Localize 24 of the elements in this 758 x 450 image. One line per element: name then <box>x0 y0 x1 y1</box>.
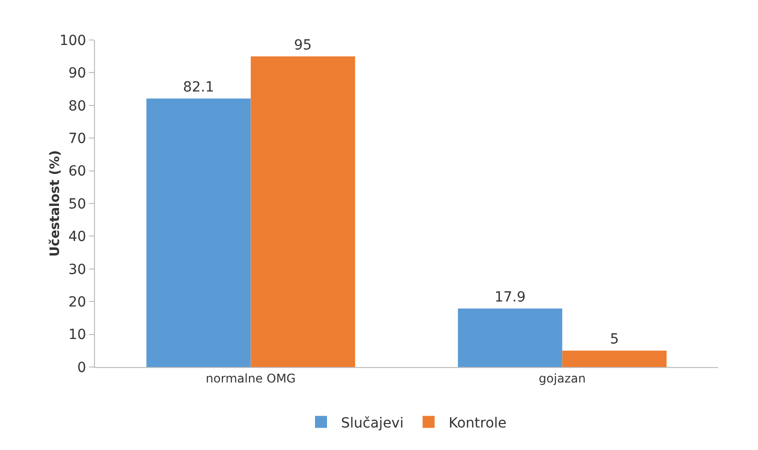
bar <box>146 98 251 367</box>
data-label: 5 <box>610 332 619 348</box>
data-label: 95 <box>294 37 312 54</box>
y-tick-label: 90 <box>68 66 86 82</box>
legend-label: Slučajevi <box>341 415 404 432</box>
bar <box>458 308 562 367</box>
y-tick-label: 80 <box>68 98 86 114</box>
bar <box>562 350 667 367</box>
y-axis-title: Učestalost (%) <box>48 150 63 257</box>
y-tick-label: 30 <box>68 262 86 278</box>
y-tick-label: 60 <box>68 164 86 180</box>
y-tick-label: 70 <box>68 131 86 147</box>
y-tick-label: 50 <box>68 196 86 212</box>
y-tick-label: 100 <box>59 32 86 49</box>
x-tick-label: gojazan <box>538 371 586 386</box>
bar <box>250 56 356 367</box>
data-label: 82.1 <box>182 80 214 96</box>
y-tick-label: 40 <box>68 229 86 246</box>
y-tick-label: 0 <box>77 360 86 376</box>
x-tick-label: normalne OMG <box>206 371 296 386</box>
legend-label: Kontrole <box>448 415 507 432</box>
y-tick-label: 10 <box>68 327 86 344</box>
data-label: 17.9 <box>494 289 526 306</box>
y-tick-label: 20 <box>68 294 86 310</box>
